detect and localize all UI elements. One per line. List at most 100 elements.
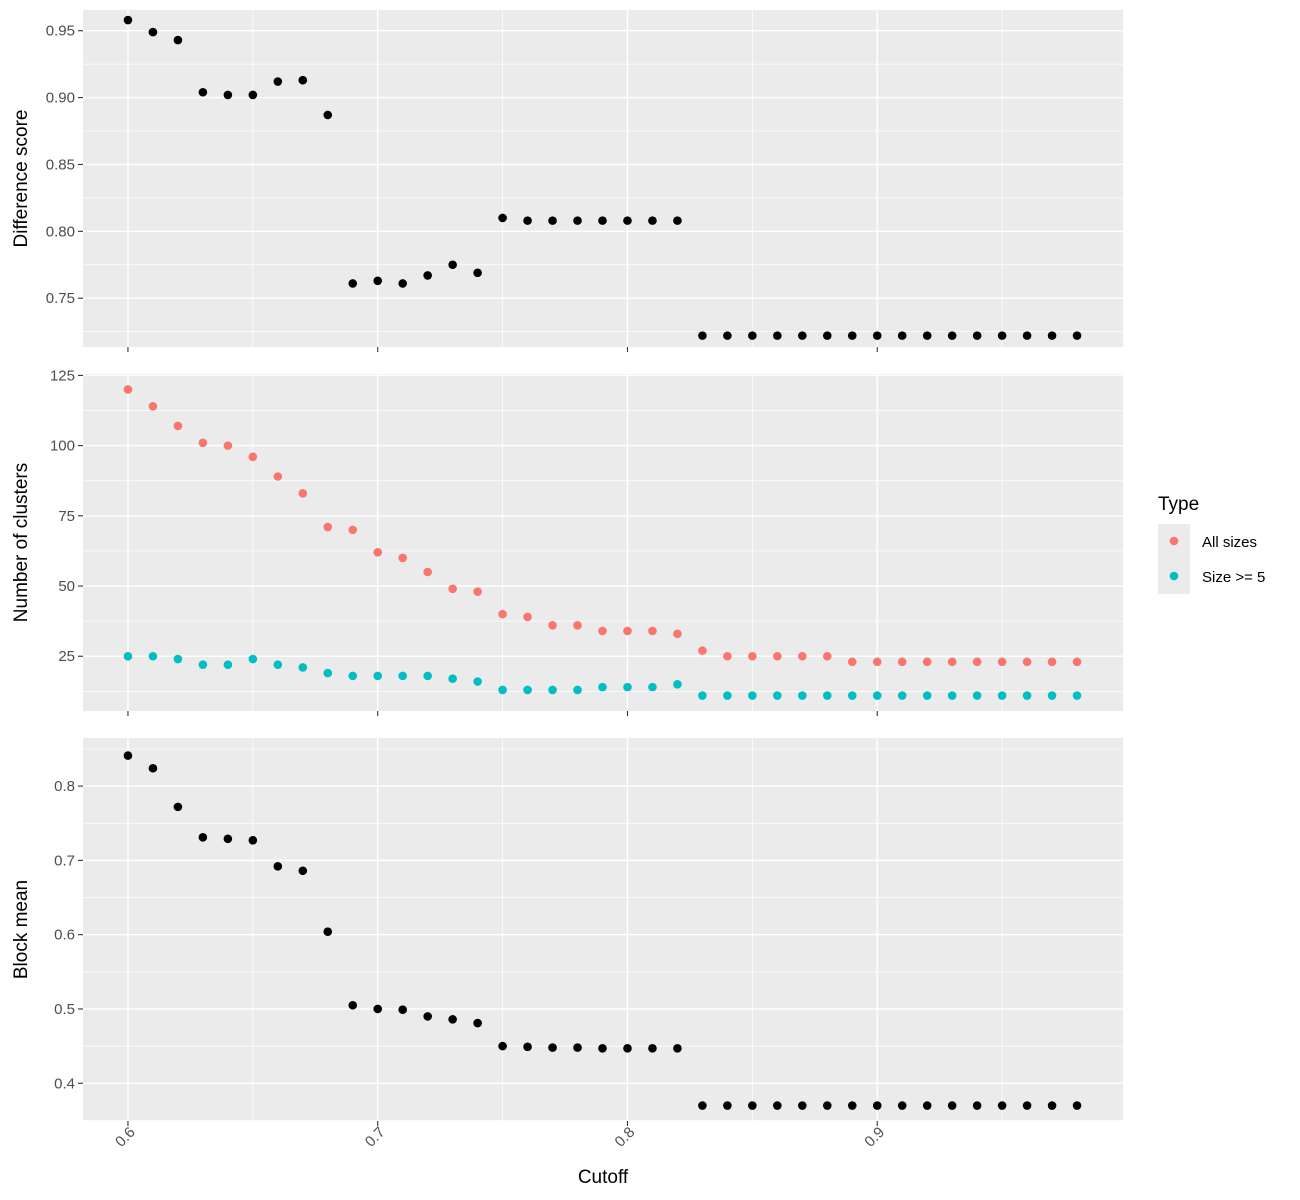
data-point bbox=[922, 691, 932, 700]
data-point bbox=[598, 626, 607, 636]
y-tick-label: 0.80 bbox=[46, 223, 75, 240]
y-tick-label: 0.8 bbox=[54, 778, 75, 795]
data-point bbox=[623, 682, 632, 692]
data-point bbox=[123, 15, 133, 25]
y-tick-label: 0.5 bbox=[54, 1001, 75, 1018]
data-point bbox=[897, 1101, 907, 1110]
data-point bbox=[1022, 691, 1032, 700]
data-point bbox=[598, 1044, 607, 1053]
y-tick-label: 0.6 bbox=[54, 927, 75, 944]
data-point bbox=[748, 331, 757, 340]
data-point bbox=[922, 657, 932, 667]
data-point bbox=[473, 1018, 482, 1028]
y-tick-label: 125 bbox=[50, 367, 75, 384]
data-point bbox=[448, 260, 457, 270]
x-tick-label: 0.7 bbox=[362, 1124, 389, 1151]
data-point bbox=[273, 472, 283, 481]
data-point bbox=[373, 1004, 383, 1014]
data-point bbox=[1022, 331, 1032, 340]
data-point bbox=[298, 489, 308, 498]
data-point bbox=[822, 651, 832, 661]
data-point bbox=[872, 331, 882, 340]
data-point bbox=[198, 87, 208, 97]
data-point bbox=[1072, 331, 1082, 340]
data-point bbox=[148, 27, 158, 37]
data-point bbox=[423, 671, 432, 681]
x-tick-label: 0.9 bbox=[861, 1124, 888, 1151]
data-point bbox=[173, 802, 183, 812]
data-point bbox=[398, 553, 407, 563]
panel-background bbox=[83, 374, 1123, 711]
data-point bbox=[448, 674, 457, 684]
data-point bbox=[872, 1101, 882, 1110]
data-point bbox=[273, 77, 283, 86]
y-tick-label: 0.4 bbox=[54, 1075, 75, 1092]
data-point bbox=[348, 525, 358, 535]
data-point bbox=[1072, 1101, 1082, 1110]
data-point bbox=[373, 548, 383, 557]
data-point bbox=[273, 660, 283, 669]
panel-background bbox=[83, 738, 1123, 1121]
data-point bbox=[123, 385, 133, 394]
legend-key-all-sizes bbox=[1169, 536, 1179, 546]
data-point bbox=[648, 626, 657, 636]
data-point bbox=[648, 682, 657, 692]
data-point bbox=[698, 331, 707, 340]
y-tick-label: 0.7 bbox=[54, 852, 75, 869]
data-point bbox=[248, 90, 258, 100]
data-point bbox=[173, 654, 183, 664]
y-tick-label: 0.95 bbox=[46, 23, 75, 40]
legend-key-background bbox=[1158, 524, 1190, 594]
data-point bbox=[298, 75, 308, 85]
data-point bbox=[623, 216, 632, 225]
data-point bbox=[997, 657, 1007, 667]
y-tick-label: 0.90 bbox=[46, 90, 75, 107]
data-point bbox=[872, 691, 882, 700]
data-point bbox=[1047, 1101, 1057, 1110]
data-point bbox=[847, 691, 857, 700]
y-tick-label: 100 bbox=[50, 438, 75, 455]
y-tick-label: 0.85 bbox=[46, 156, 75, 173]
data-point bbox=[223, 834, 233, 844]
x-tick-label: 0.8 bbox=[612, 1124, 639, 1151]
data-point bbox=[298, 866, 308, 876]
data-point bbox=[123, 651, 133, 661]
data-point bbox=[448, 584, 457, 594]
data-point bbox=[498, 213, 507, 223]
data-point bbox=[798, 1101, 807, 1110]
data-point bbox=[498, 1041, 507, 1051]
data-point bbox=[498, 685, 507, 695]
data-point bbox=[997, 1101, 1007, 1110]
data-point bbox=[1072, 657, 1082, 667]
data-point bbox=[598, 682, 607, 692]
data-point bbox=[373, 671, 383, 681]
data-point bbox=[723, 651, 732, 661]
y-axis-title: Number of clusters bbox=[11, 463, 32, 622]
data-point bbox=[473, 587, 482, 596]
data-point bbox=[523, 1042, 532, 1052]
series-1 bbox=[123, 15, 1082, 340]
data-point bbox=[698, 691, 707, 700]
data-point bbox=[548, 685, 557, 695]
data-point bbox=[198, 833, 208, 842]
x-axis-title: Cutoff bbox=[578, 1167, 629, 1188]
legend-label-size-ge-5: Size >= 5 bbox=[1202, 569, 1265, 586]
legend-label-all-sizes: All sizes bbox=[1202, 534, 1257, 551]
data-point bbox=[348, 279, 358, 288]
y-tick-label: 75 bbox=[58, 508, 75, 525]
data-point bbox=[822, 1101, 832, 1110]
data-point bbox=[773, 651, 782, 661]
data-point bbox=[548, 1043, 557, 1052]
data-point bbox=[673, 629, 682, 639]
data-point bbox=[223, 441, 233, 450]
data-point bbox=[673, 1044, 682, 1053]
data-point bbox=[273, 862, 283, 871]
data-point bbox=[248, 452, 258, 462]
data-point bbox=[473, 268, 482, 278]
data-point bbox=[1022, 1101, 1032, 1110]
legend-title: Type bbox=[1158, 494, 1199, 515]
legend-key-size-ge-5 bbox=[1169, 571, 1179, 581]
data-point bbox=[1047, 331, 1057, 340]
data-point bbox=[423, 271, 432, 280]
data-point bbox=[598, 216, 607, 225]
